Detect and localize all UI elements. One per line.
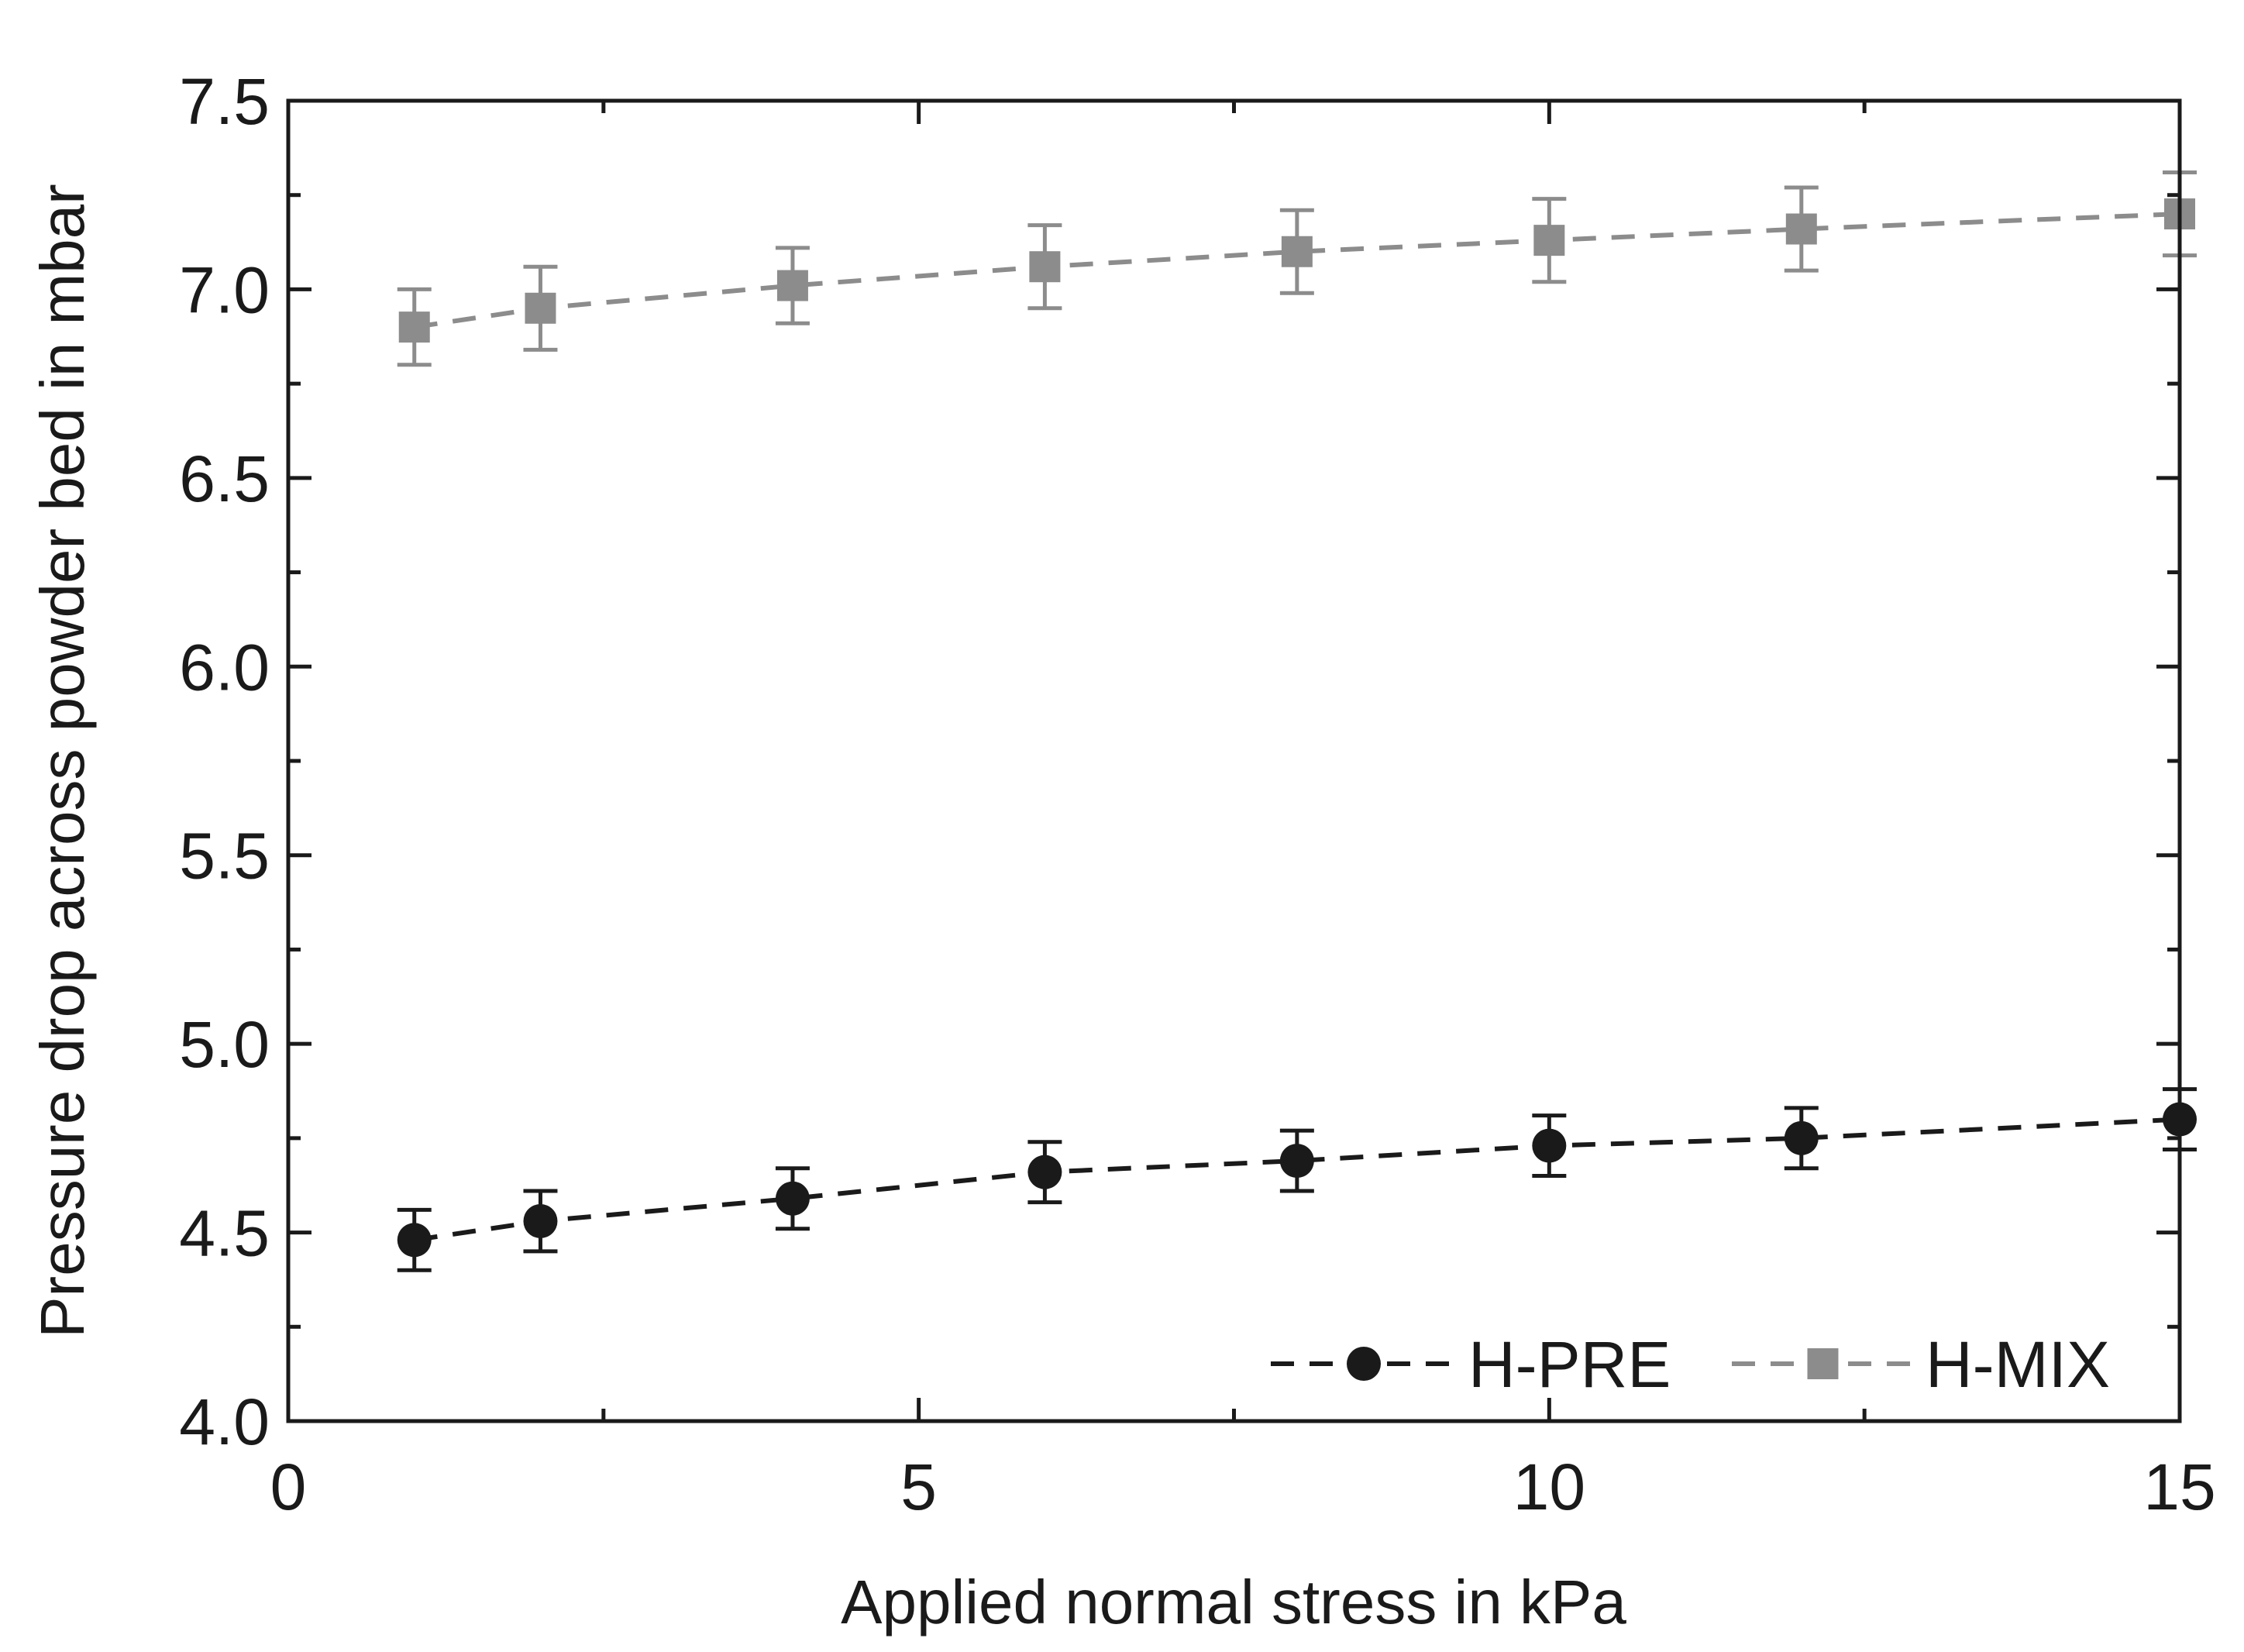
series-lines: [414, 212, 2180, 1243]
x-tick-label: 0: [270, 1451, 307, 1523]
data-points: [397, 198, 2197, 1258]
x-tick-labels: 0 5 10 15: [270, 1451, 2216, 1523]
y-tick-labels: 4.0 4.5 5.0 5.5 6.0 6.5 7.0 7.5: [179, 65, 270, 1458]
error-bars: [397, 170, 2197, 1272]
data-point-h-pre: [1027, 1155, 1062, 1189]
data-point-h-pre: [1532, 1128, 1567, 1163]
x-axis-title: Applied normal stress in kPa: [841, 1568, 1626, 1637]
y-tick-label: 5.5: [179, 820, 270, 893]
y-tick-label: 6.5: [179, 442, 270, 515]
y-axis-title: Pressure drop across powder bed in mbar: [28, 184, 97, 1338]
data-point-h-mix: [1029, 251, 1061, 283]
data-point-h-pre: [397, 1223, 432, 1258]
data-point-h-mix: [1281, 236, 1313, 267]
y-tick-label: 7.5: [179, 65, 270, 138]
data-point-h-mix: [776, 270, 808, 301]
legend-marker-h-pre: [1347, 1347, 1381, 1381]
x-tick-label: 15: [2143, 1451, 2215, 1523]
y-tick-label: 4.5: [179, 1197, 270, 1270]
y-tick-label: 7.0: [179, 253, 270, 326]
legend-label-h-pre: H-PRE: [1468, 1328, 1671, 1401]
ticks: [286, 98, 2182, 1423]
y-tick-label: 4.0: [179, 1385, 270, 1458]
data-point-h-pre: [1784, 1120, 1819, 1155]
x-tick-label: 10: [1513, 1451, 1585, 1523]
legend-label-h-mix: H-MIX: [1926, 1328, 2110, 1401]
data-point-h-pre: [775, 1181, 810, 1216]
legend: H-PRE H-MIX: [1271, 1328, 2110, 1401]
data-point-h-mix: [1785, 213, 1817, 245]
data-point-h-pre: [523, 1203, 558, 1238]
plot-frame: [286, 98, 2182, 1423]
x-tick-label: 5: [900, 1451, 937, 1523]
data-point-h-mix: [1533, 225, 1565, 256]
series-line-h-pre: [414, 1117, 2180, 1243]
legend-marker-h-mix: [1807, 1348, 1839, 1379]
series-line-h-mix: [414, 212, 2180, 330]
y-tick-label: 6.0: [179, 631, 270, 704]
data-point-h-mix: [525, 292, 556, 324]
y-tick-label: 5.0: [179, 1008, 270, 1081]
data-point-h-pre: [1279, 1144, 1314, 1179]
data-point-h-mix: [398, 311, 430, 343]
